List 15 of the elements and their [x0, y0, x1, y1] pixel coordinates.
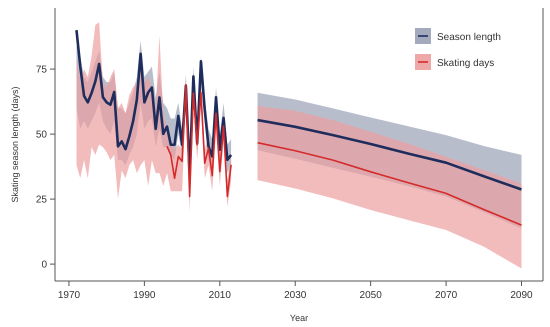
x-tick-label: 2010 [208, 290, 232, 301]
x-tick-label: 2090 [510, 290, 534, 301]
x-tick-label: 1970 [58, 290, 81, 301]
y-tick-label: 25 [36, 194, 48, 206]
x-tick-label: 2030 [284, 290, 307, 301]
y-tick-label: 75 [36, 64, 48, 76]
legend-label: Skating days [437, 58, 494, 69]
x-tick-label: 2070 [434, 290, 458, 301]
y-tick-label: 0 [41, 260, 48, 271]
y-axis-title: Skating season length (days) [10, 86, 20, 203]
x-axis-title: Year [290, 313, 308, 323]
y-tick-label: 50 [36, 130, 48, 141]
x-tick-label: 1990 [133, 290, 156, 301]
x-tick-label: 2050 [360, 290, 382, 301]
legend-label: Season length [437, 32, 501, 43]
